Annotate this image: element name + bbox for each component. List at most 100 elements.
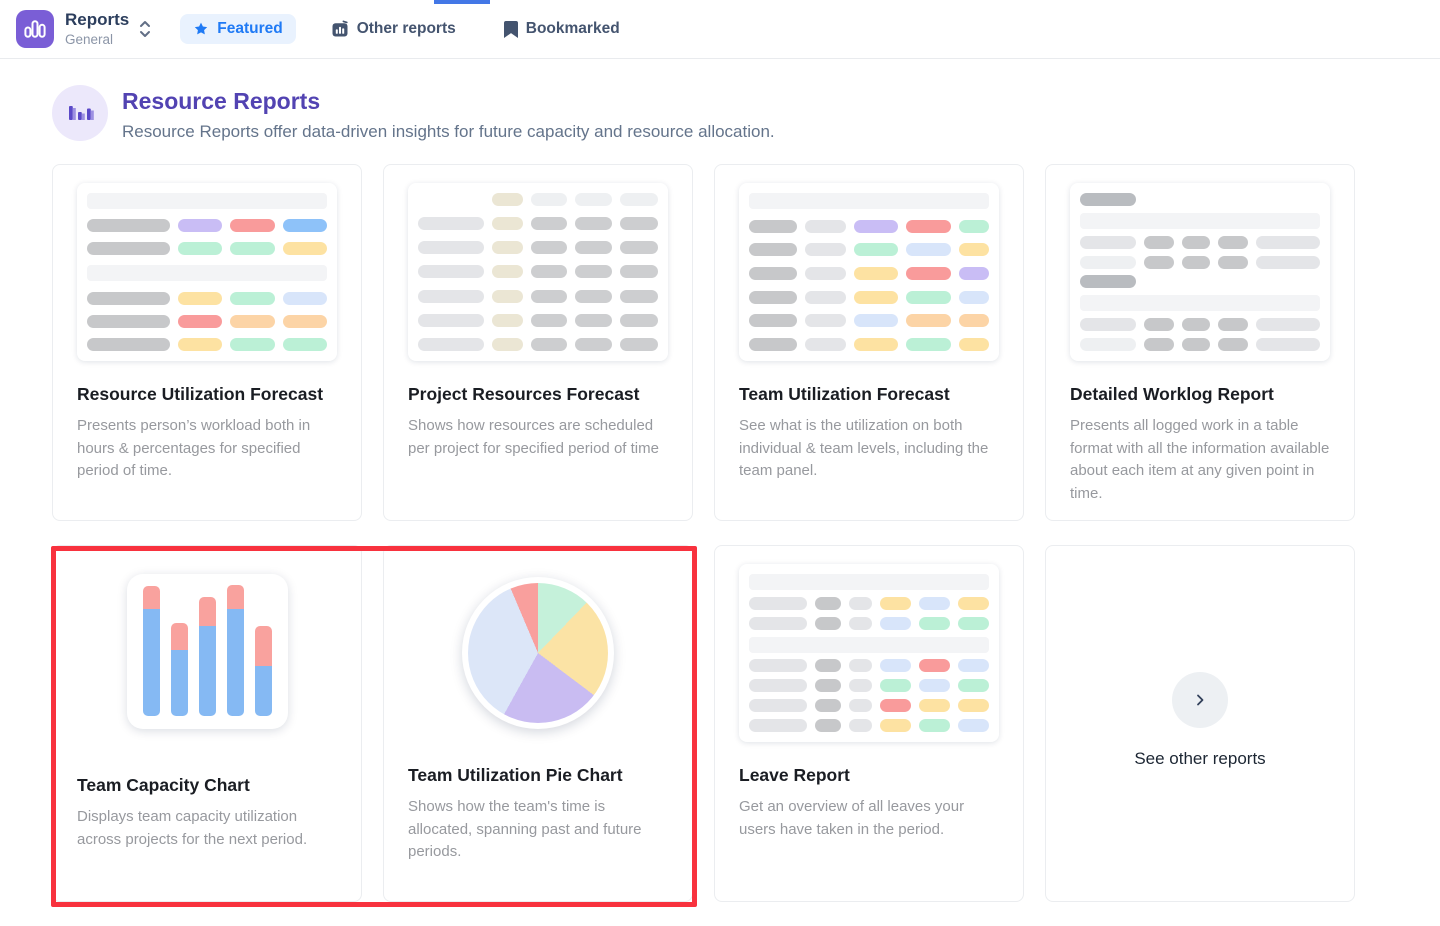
browser-loading-bar	[434, 0, 490, 4]
thumbnail-row	[1080, 255, 1321, 269]
thumbnail-pill	[491, 313, 523, 327]
thumbnail-pill	[1182, 318, 1211, 332]
thumbnail-row	[749, 596, 989, 610]
thumbnail-pill	[906, 243, 951, 257]
thumbnail-header-bar	[1080, 295, 1320, 312]
report-card-detailed-worklog-report[interactable]: Detailed Worklog Report Presents all logg…	[1045, 164, 1355, 521]
thumbnail-pill	[958, 616, 989, 630]
thumbnail-pill	[848, 699, 873, 713]
thumbnail-pill	[491, 265, 523, 279]
thumbnail-pill	[230, 242, 275, 256]
thumbnail-pill	[1080, 318, 1137, 332]
thumbnail-pill	[749, 659, 808, 673]
report-card-resource-utilization-forecast[interactable]: Resource Utilization Forecast Presents pe…	[52, 164, 362, 521]
thumbnail-header-bar	[749, 636, 989, 653]
bar-capacity-segment	[198, 626, 216, 716]
report-card-project-resources-forecast[interactable]: Project Resources Forecast Shows how reso…	[383, 164, 693, 521]
thumbnail-row	[749, 718, 989, 732]
thumbnail-pill	[1256, 235, 1321, 249]
thumbnail-pill	[87, 291, 170, 305]
thumbnail-pill	[177, 337, 223, 351]
thumbnail-pill	[491, 193, 523, 206]
report-card-team-utilization-pie-chart[interactable]: Team Utilization Pie Chart Shows how the …	[383, 545, 693, 902]
thumbnail-pill	[1218, 255, 1249, 269]
thumbnail-row	[87, 219, 327, 233]
report-card-team-utilization-forecast[interactable]: Team Utilization Forecast See what is the…	[714, 164, 1024, 521]
thumbnail-pill	[749, 266, 798, 280]
thumbnail-pill	[853, 337, 899, 351]
thumbnail-pill	[1144, 235, 1175, 249]
thumbnail-pill	[848, 718, 873, 732]
thumbnail-pill	[1256, 337, 1321, 351]
card-title: Resource Utilization Forecast	[77, 384, 324, 404]
thumbnail-pill	[958, 699, 989, 713]
report-tabs: Featured Other reports Bookmarked	[180, 14, 632, 44]
thumbnail-pill	[906, 266, 951, 280]
thumbnail-pill	[853, 243, 899, 257]
thumbnail-pill	[958, 659, 989, 673]
thumbnail-pill	[880, 699, 912, 713]
thumbnail-row	[1080, 337, 1321, 351]
page-header: Resource Reports Resource Reports offer …	[52, 85, 1388, 142]
thumbnail-pill	[530, 241, 568, 255]
thumbnail-row	[418, 313, 658, 327]
thumbnail-pill	[530, 289, 568, 303]
tab-other-reports[interactable]: Other reports	[318, 14, 469, 44]
thumbnail-row	[749, 243, 989, 257]
thumbnail-pill	[906, 337, 951, 351]
thumbnail-pill	[418, 241, 484, 255]
card-description: Get an overview of all leaves your users…	[739, 798, 965, 838]
card-title: Team Utilization Pie Chart	[408, 765, 623, 785]
app-switcher[interactable]: Reports General	[16, 10, 152, 48]
thumbnail-pill	[1182, 255, 1211, 269]
bar-capacity-segment	[170, 650, 188, 716]
thumbnail-pill	[880, 679, 912, 693]
thumbnail-pill	[749, 219, 798, 233]
thumbnail-pill	[958, 243, 989, 257]
thumbnail-pill	[87, 337, 170, 351]
card-thumbnail	[408, 183, 668, 361]
thumbnail-pill	[853, 219, 899, 233]
thumbnail-pill	[530, 337, 568, 351]
thumbnail-pill	[749, 596, 808, 610]
thumbnail-pill	[1218, 235, 1249, 249]
thumbnail-pill	[575, 265, 612, 279]
thumbnail-pill	[958, 314, 989, 328]
pie-ring	[462, 577, 614, 729]
report-card-leave-report[interactable]: Leave Report Get an overview of all leave…	[714, 545, 1024, 902]
thumbnail-pill	[958, 266, 989, 280]
thumbnail-pill	[575, 313, 612, 327]
chevron-updown-icon[interactable]	[138, 17, 152, 41]
pie-slices	[468, 583, 608, 723]
thumbnail-row	[749, 616, 989, 630]
thumbnail-pill	[87, 219, 170, 233]
main-content: Resource Reports Resource Reports offer …	[0, 59, 1440, 902]
card-title: Leave Report	[739, 765, 850, 785]
see-other-reports-label: See other reports	[1134, 749, 1266, 768]
thumbnail-pill	[491, 217, 523, 231]
thumbnail-pill	[177, 291, 223, 305]
thumbnail-pill	[491, 289, 523, 303]
thumbnail-pill	[848, 596, 873, 610]
thumbnail-row	[1080, 235, 1321, 249]
thumbnail-pill	[848, 659, 873, 673]
chart-bar	[226, 585, 244, 716]
tab-bookmarked[interactable]: Bookmarked	[491, 14, 633, 44]
thumbnail-pill	[815, 718, 841, 732]
report-card-team-capacity-chart[interactable]: Team Capacity Chart Displays team capacit…	[52, 545, 362, 902]
thumbnail-row	[1080, 193, 1320, 206]
thumbnail-header-bar	[87, 265, 327, 282]
card-description: Shows how the team's time is allocated, …	[408, 798, 642, 860]
card-title: Team Utilization Forecast	[739, 384, 950, 404]
report-card-see-other-reports[interactable]: See other reports	[1045, 545, 1355, 902]
bar-capacity-segment	[142, 609, 160, 716]
tab-featured[interactable]: Featured	[180, 14, 296, 44]
thumbnail-table	[739, 183, 999, 361]
page-title: Resource Reports	[122, 88, 321, 114]
thumbnail-pill	[1080, 255, 1137, 269]
thumbnail-pill	[491, 337, 523, 351]
see-other-reports-button[interactable]	[1172, 672, 1228, 728]
thumbnail-pill	[177, 314, 223, 328]
thumbnail-pill	[87, 242, 170, 256]
bar-over-segment	[170, 623, 188, 650]
